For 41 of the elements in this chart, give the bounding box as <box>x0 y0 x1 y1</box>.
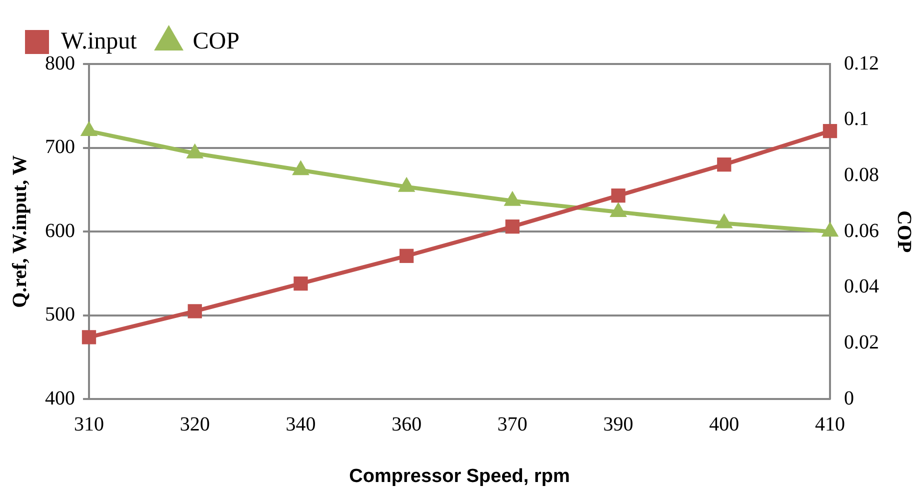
x-tick-label: 390 <box>603 413 634 436</box>
x-tick-label: 370 <box>497 413 528 436</box>
point <box>611 188 626 203</box>
x-tick-label: 360 <box>392 413 422 436</box>
y-tick-label: 800 <box>45 52 75 74</box>
point <box>717 157 732 172</box>
x-tick-label: 410 <box>815 413 845 436</box>
point <box>398 176 416 192</box>
x-tick-label: 310 <box>74 413 104 436</box>
y-tick-label: 500 <box>45 304 75 326</box>
point <box>292 160 310 176</box>
x-tick-label: 320 <box>180 413 210 436</box>
y-tick-label: 400 <box>45 387 75 410</box>
y-axis-title: Q.ref, W.input, W <box>9 155 32 308</box>
y2-tick-label: 0.12 <box>844 52 879 74</box>
y2-tick-label: 0.06 <box>844 220 879 242</box>
y2-tick-label: 0.08 <box>844 164 879 186</box>
y-tick-label: 600 <box>45 220 75 242</box>
point <box>80 121 98 136</box>
point <box>186 143 204 158</box>
x-axis-title: Compressor Speed, rpm <box>349 466 570 487</box>
y2-axis-title: COP <box>892 210 915 253</box>
point <box>610 202 627 218</box>
x-tick-label: 340 <box>286 413 316 436</box>
point <box>504 190 522 206</box>
point <box>821 222 839 237</box>
point <box>822 124 838 138</box>
y2-tick-label: 0 <box>844 387 854 410</box>
point <box>82 330 96 344</box>
y2-tick-label: 0.02 <box>844 332 879 354</box>
y-tick-label: 700 <box>45 136 75 158</box>
point <box>294 276 308 291</box>
point <box>400 248 414 263</box>
y2-tick-label: 0.1 <box>844 108 869 130</box>
y2-tick-label: 0.04 <box>844 276 879 298</box>
x-tick-label: 400 <box>709 413 740 436</box>
legend-label: W.input <box>61 28 138 54</box>
legend-label: COP <box>192 28 240 54</box>
point <box>505 220 520 234</box>
point <box>188 304 202 318</box>
point <box>715 213 733 228</box>
